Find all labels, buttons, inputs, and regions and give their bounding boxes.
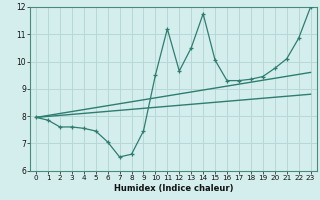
- X-axis label: Humidex (Indice chaleur): Humidex (Indice chaleur): [114, 184, 233, 193]
